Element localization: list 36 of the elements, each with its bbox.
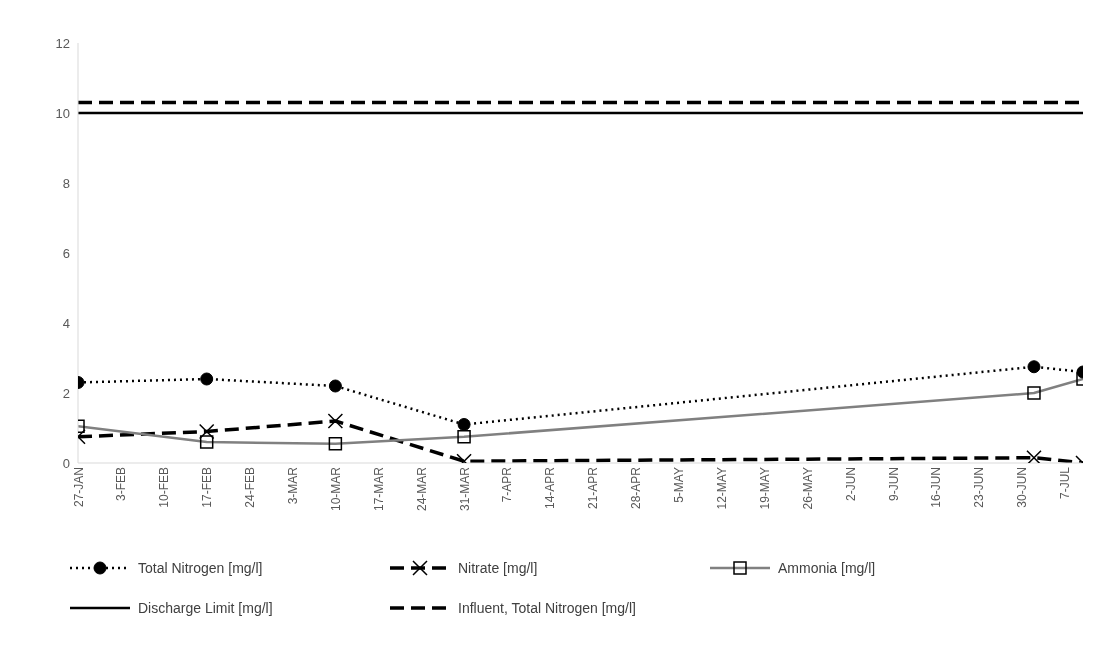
y-tick-label: 6	[62, 245, 70, 261]
y-tick-label: 12	[55, 35, 70, 51]
x-tick-label: 21-APR	[586, 466, 601, 510]
legend-label: Ammonia [mg/l]	[778, 560, 876, 576]
x-tick-label: 5-MAY	[672, 467, 687, 503]
x-tick-label: 3-MAR	[286, 466, 300, 505]
y-tick-label: 0	[62, 455, 70, 471]
x-tick-label: 27-JAN	[71, 467, 86, 508]
x-tick-label: 7-APR	[500, 466, 515, 503]
x-tick-label: 12-MAY	[714, 467, 729, 510]
x-tick-label: 31-MAR	[457, 466, 472, 512]
x-tick-label: 24-MAR	[414, 466, 429, 512]
x-tick-label: 10-MAR	[328, 466, 343, 512]
x-tick-label: 2-JUN	[843, 467, 858, 502]
x-tick-label: 28-APR	[629, 466, 644, 510]
x-tick-label: 10-FEB	[157, 467, 172, 508]
legend-label: Influent, Total Nitrogen [mg/l]	[458, 600, 636, 616]
y-tick-label: 4	[62, 315, 70, 331]
y-tick-label: 8	[62, 175, 70, 191]
x-tick-label: 3-FEB	[114, 467, 129, 502]
x-tick-label: 16-JUN	[929, 467, 944, 508]
x-tick-label: 30-JUN	[1015, 467, 1030, 508]
y-tick-label: 2	[62, 385, 70, 401]
x-tick-label: 19-MAY	[757, 467, 772, 510]
x-tick-label: 23-JUN	[972, 467, 987, 508]
x-tick-label: 14-APR	[543, 466, 558, 510]
legend-label: Nitrate [mg/l]	[458, 560, 538, 576]
x-tick-label: 9-JUN	[886, 467, 901, 502]
legend-label: Total Nitrogen [mg/l]	[138, 560, 263, 576]
x-tick-label: 24-FEB	[243, 467, 258, 508]
x-tick-label: 26-MAY	[800, 467, 815, 510]
x-tick-label: 17-FEB	[200, 467, 215, 508]
legend-label: Discharge Limit [mg/l]	[138, 600, 273, 616]
x-tick-label: 7-JUL	[1058, 466, 1073, 500]
x-tick-label: 17-MAR	[371, 466, 386, 512]
y-tick-label: 10	[55, 105, 70, 121]
